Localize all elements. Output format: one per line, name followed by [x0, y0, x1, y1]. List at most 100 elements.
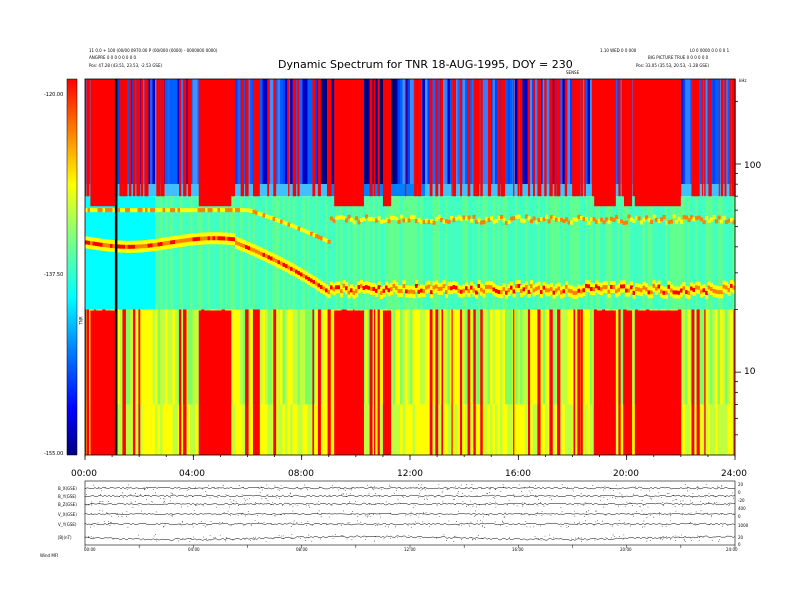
red-burst-stripe-low [480, 309, 483, 455]
plasma-line [630, 285, 634, 290]
lower-series-point [107, 513, 109, 514]
lower-series-point [261, 498, 263, 500]
upper-line [532, 216, 536, 221]
upper-line [542, 217, 546, 222]
red-burst-stripe-low [646, 309, 650, 455]
plasma-line [527, 289, 531, 294]
lower-series-point [534, 484, 536, 486]
lower-series-point [560, 507, 562, 508]
heatmap-cell-high [325, 79, 329, 184]
lower-series-point [258, 522, 260, 524]
lower-series-point [410, 514, 412, 516]
lower-series-point [235, 501, 237, 503]
heatmap-cell-upper [147, 183, 151, 197]
heatmap-cell-low [275, 309, 279, 455]
lower-series-point [138, 505, 140, 507]
lower-series-point [462, 501, 464, 502]
upper-line [352, 220, 356, 225]
heatmap-cell-mid [585, 196, 589, 310]
lower-series-point [267, 500, 269, 502]
heatmap-cell-low [295, 309, 299, 455]
lower-series-point [717, 485, 719, 487]
lower-series-point [343, 488, 345, 490]
heatmap-cell-upper [535, 183, 539, 197]
plasma-line [605, 285, 609, 290]
heatmap-cell-low [332, 309, 336, 455]
lower-series-point [179, 523, 181, 525]
red-burst-stripe-low [580, 309, 583, 455]
lower-series-point [415, 487, 417, 489]
lower-series-point [155, 492, 156, 494]
plasma-line [252, 248, 256, 253]
heatmap-cell-mid [442, 196, 446, 310]
lower-series-point [692, 501, 694, 503]
heatmap-cell-mid [502, 196, 506, 310]
plasma-line [227, 236, 231, 241]
lower-series-point [115, 513, 117, 515]
heatmap-cell-high [167, 79, 171, 184]
heatmap-cell-low [410, 309, 414, 455]
plasma-line [595, 284, 599, 289]
lower-series-point [574, 510, 575, 512]
lower-series-point [384, 525, 386, 527]
heatmap-cell-bottom [520, 404, 524, 455]
lower-series-point [692, 496, 694, 498]
plasma-line [607, 289, 611, 294]
lower-series-point [375, 536, 376, 537]
heatmap-cell-bottom [167, 404, 171, 455]
lower-series-point [597, 520, 598, 522]
lower-series-point [623, 496, 625, 498]
heatmap-cell-mid [367, 196, 371, 310]
panel-label-b: |B|(nT) [58, 535, 72, 540]
red-burst-stripe [312, 79, 315, 197]
lower-series-point [632, 513, 634, 515]
lower-series-point [477, 535, 479, 536]
upper-line [702, 220, 706, 225]
red-burst-stripe [487, 79, 492, 197]
lower-series-point [694, 523, 696, 525]
lower-series-point [244, 538, 246, 539]
heatmap-cell-mid [730, 196, 734, 310]
lower-series-point [549, 497, 551, 498]
plasma-line [497, 290, 501, 295]
lower-series-point [618, 536, 620, 538]
lower-series-point [366, 516, 368, 518]
heatmap-cell-mid [325, 196, 329, 310]
heatmap-cell-mid [172, 196, 176, 310]
red-burst-stripe-low [94, 309, 96, 455]
heatmap-cell-mid [195, 196, 199, 310]
heatmap-cell-high [682, 79, 686, 184]
lower-series-point [447, 489, 449, 490]
heatmap-cell-high [175, 79, 179, 184]
red-burst-stripe [85, 79, 87, 197]
lower-series-point [474, 515, 475, 517]
red-burst-stripe [145, 79, 149, 197]
lower-series-point [230, 515, 231, 516]
lower-series-point [242, 512, 244, 514]
heatmap-cell-upper [260, 183, 264, 197]
lower-series-point [93, 525, 95, 527]
lower-series-point [179, 489, 181, 491]
heatmap-cell-low [700, 309, 704, 455]
plasma-line [347, 290, 351, 295]
lower-series-point [290, 493, 291, 494]
heatmap-cell-mid [242, 196, 246, 310]
upper-line [652, 214, 656, 219]
heatmap-cell-high [285, 79, 289, 184]
upper-line [727, 218, 731, 223]
lower-series-point [259, 492, 261, 493]
lower-series-point [633, 515, 635, 517]
red-burst-stripe-low [733, 309, 735, 455]
heatmap-cell-low [157, 309, 161, 455]
lower-series-point [195, 486, 197, 488]
upper-line [682, 215, 686, 220]
upper-line [372, 217, 376, 222]
plasma-line [362, 286, 366, 291]
lower-series-point [205, 491, 206, 492]
plasma-line [640, 288, 644, 293]
heatmap-cell-bottom [452, 404, 456, 455]
lower-series-point [670, 515, 671, 517]
plasma-line [697, 285, 701, 290]
plasma-line [230, 237, 234, 242]
heatmap-cell-high [315, 79, 319, 184]
